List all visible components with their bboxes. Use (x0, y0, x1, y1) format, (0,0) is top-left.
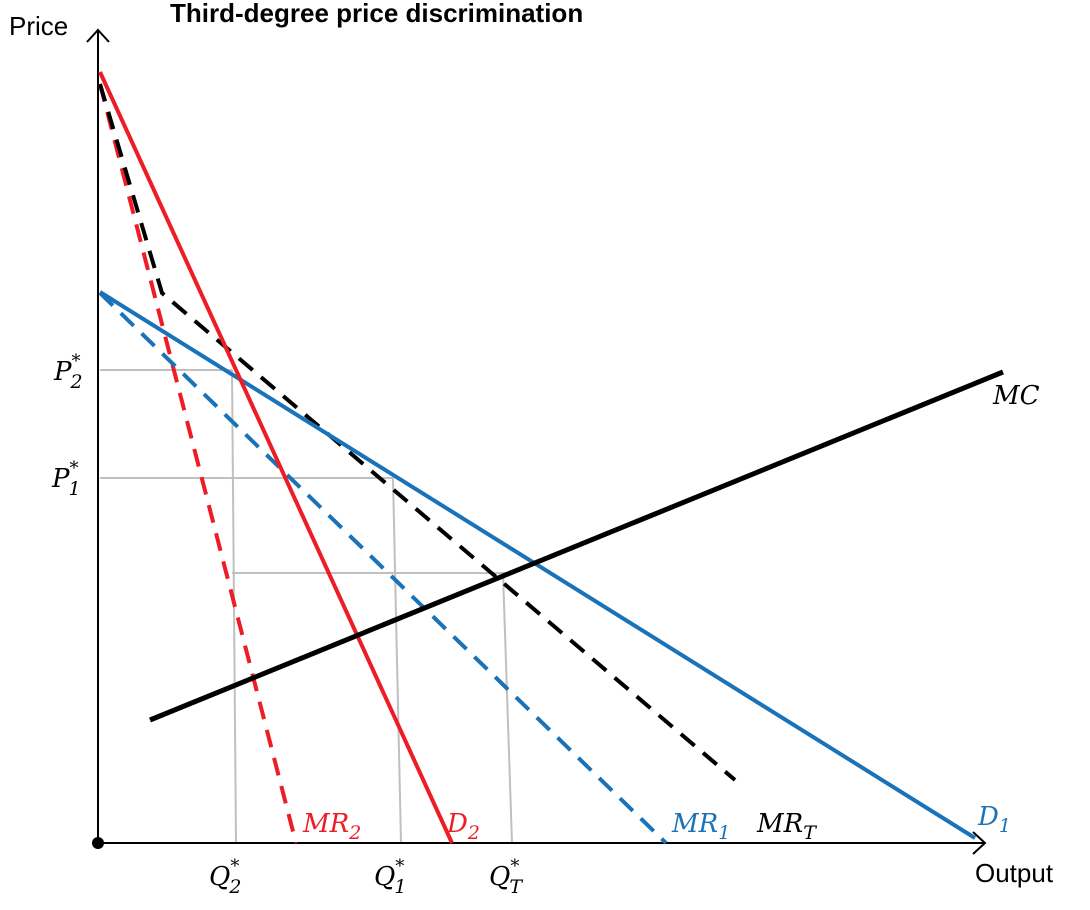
mc-label: MC (992, 381, 1040, 411)
d1-curve (98, 290, 977, 840)
chart-title: Third-degree price discrimination (170, 0, 583, 28)
mrt-label: MRT (756, 809, 817, 844)
x-axis-arrow-icon (972, 831, 987, 855)
y-axis-arrow-icon (86, 28, 110, 43)
mrt-curve (98, 83, 737, 782)
q2-tick-label: Q* 2 (209, 856, 241, 898)
mc-curve (149, 369, 1004, 723)
d2-label: D2 (446, 809, 480, 844)
mr1-label: MR1 (671, 809, 730, 844)
y-axis-label: Price (9, 11, 68, 41)
d1-label: D1 (977, 802, 1011, 837)
p2-tick-label: P* 2 (53, 351, 83, 393)
qt-guide-vertical (502, 572, 513, 844)
axes (86, 28, 987, 855)
d2-curve (98, 71, 454, 844)
p1-tick-label: P* 1 (51, 458, 81, 500)
mr1-curve (98, 291, 668, 845)
guide-lines (100, 369, 513, 844)
mr2-label: MR2 (302, 809, 361, 844)
q1-tick-label: Q* 1 (374, 856, 406, 898)
q1-guide-vertical (392, 477, 402, 844)
origin-dot (92, 837, 104, 849)
x-axis-label: Output (975, 858, 1054, 888)
mr2-curve (98, 83, 298, 844)
qt-tick-label: Q* T (489, 856, 523, 898)
